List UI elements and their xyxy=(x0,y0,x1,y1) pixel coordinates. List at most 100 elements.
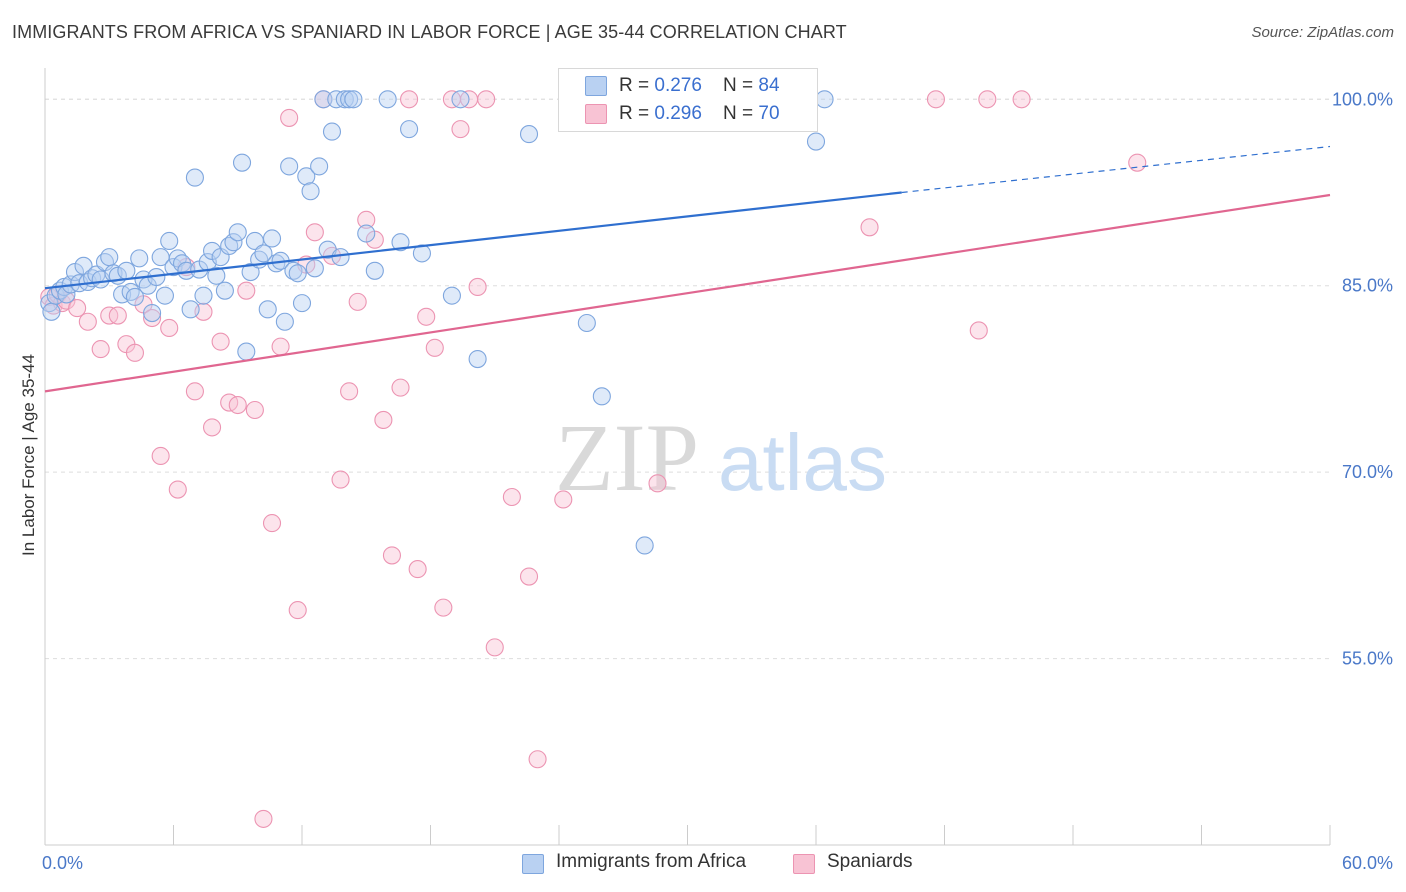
spaniards-point xyxy=(91,340,110,359)
spaniards-point xyxy=(926,90,945,109)
africa-point xyxy=(215,281,234,300)
spaniards-point xyxy=(203,418,222,437)
spaniards-point xyxy=(1128,153,1147,172)
africa-points xyxy=(40,90,834,555)
spaniards-point xyxy=(160,318,179,338)
spaniards-point xyxy=(288,601,307,620)
africa-point xyxy=(340,90,359,109)
africa-point xyxy=(365,261,384,280)
africa-point xyxy=(42,302,61,321)
y-tick-label: 70.0% xyxy=(1342,462,1393,482)
africa-point xyxy=(224,233,243,252)
africa-point xyxy=(100,248,119,267)
africa-point xyxy=(344,90,363,109)
spaniards-point xyxy=(969,321,988,340)
africa-point xyxy=(160,231,179,251)
spaniards-point xyxy=(860,218,879,237)
africa-point xyxy=(297,167,316,186)
africa-point xyxy=(442,286,461,305)
africa-point xyxy=(130,249,149,268)
y-tick-label: 100.0% xyxy=(1332,89,1393,109)
spaniards-point xyxy=(245,400,264,420)
chart-title: IMMIGRANTS FROM AFRICA VS SPANIARD IN LA… xyxy=(12,22,847,42)
africa-point xyxy=(314,90,333,109)
spaniards-point xyxy=(978,90,997,109)
legend-r-label: R = xyxy=(619,75,655,96)
africa-point xyxy=(292,294,312,313)
africa-point xyxy=(301,182,320,201)
africa-point xyxy=(592,387,611,406)
africa-point xyxy=(331,248,350,267)
africa-point xyxy=(378,90,397,109)
legend-r-value: 0.276 xyxy=(654,75,702,96)
spaniards-point xyxy=(305,223,324,242)
africa-point xyxy=(400,120,419,139)
legend-text-spaniards: R = 0.296 N = 70 xyxy=(619,103,780,125)
spaniards-point xyxy=(254,809,273,828)
africa-point xyxy=(451,90,470,109)
spaniards-point xyxy=(331,470,350,489)
spaniards-point xyxy=(451,120,470,139)
spaniards-point xyxy=(425,338,444,357)
africa-point xyxy=(117,261,136,280)
y-tick-label: 85.0% xyxy=(1342,276,1393,296)
spaniards-point xyxy=(340,382,359,401)
legend-n-value: 84 xyxy=(758,75,780,96)
africa-point xyxy=(207,266,226,285)
africa-point xyxy=(577,313,596,333)
spaniards-point xyxy=(477,90,496,109)
africa-point xyxy=(288,264,307,283)
legend-n-label: N = xyxy=(723,103,759,124)
bottom-legend-swatch-pink xyxy=(793,854,815,874)
africa-point xyxy=(806,132,826,151)
spaniards-point xyxy=(408,560,427,579)
spaniards-point xyxy=(348,292,367,311)
africa-point xyxy=(143,304,162,323)
correlation-legend: R = 0.276 N = 84 R = 0.296 N = 70 xyxy=(558,68,818,132)
africa-point xyxy=(155,286,174,305)
spaniards-point xyxy=(1012,90,1031,109)
watermark-atlas: atlas xyxy=(718,418,887,507)
legend-swatch-blue xyxy=(585,76,607,96)
bottom-legend-swatch-blue xyxy=(522,854,544,874)
spaniards-point xyxy=(168,480,187,499)
africa-point xyxy=(357,224,376,243)
africa-point xyxy=(275,312,294,331)
africa-point xyxy=(194,286,213,305)
legend-n-label: N = xyxy=(723,75,759,96)
legend-r-label: R = xyxy=(619,103,655,124)
spaniards-point xyxy=(262,514,282,533)
legend-r-value: 0.296 xyxy=(654,103,702,124)
spaniards-trend-line xyxy=(44,193,1331,393)
spaniards-point xyxy=(108,306,127,325)
africa-point xyxy=(181,300,200,319)
watermark-zip: ZIP xyxy=(555,404,699,511)
y-tick-label: 55.0% xyxy=(1342,649,1393,669)
legend-swatch-pink xyxy=(585,104,607,124)
spaniards-point xyxy=(185,382,204,401)
spaniards-point xyxy=(485,638,504,657)
africa-trend-line xyxy=(44,191,902,290)
africa-point xyxy=(305,259,324,278)
x-tick-label: 60.0% xyxy=(1342,853,1393,873)
y-axis-title: In Labor Force | Age 35-44 xyxy=(19,354,38,556)
africa-point xyxy=(254,244,273,263)
spaniards-point xyxy=(554,490,573,509)
africa-point xyxy=(237,342,256,361)
spaniards-point xyxy=(151,446,170,466)
spaniards-point xyxy=(125,343,144,362)
africa-point xyxy=(228,223,247,242)
spaniards-point xyxy=(143,308,162,328)
spaniards-point xyxy=(648,474,667,493)
spaniards-point xyxy=(271,337,290,356)
africa-point xyxy=(519,125,539,144)
africa-point xyxy=(185,168,204,187)
trend-lines xyxy=(44,145,1331,393)
x-tick-label: 0.0% xyxy=(42,853,83,873)
spaniards-point xyxy=(468,277,487,297)
grid-lines xyxy=(45,98,1330,660)
africa-point xyxy=(815,90,834,109)
watermark: ZIP atlas xyxy=(555,404,887,511)
africa-point xyxy=(412,244,431,263)
